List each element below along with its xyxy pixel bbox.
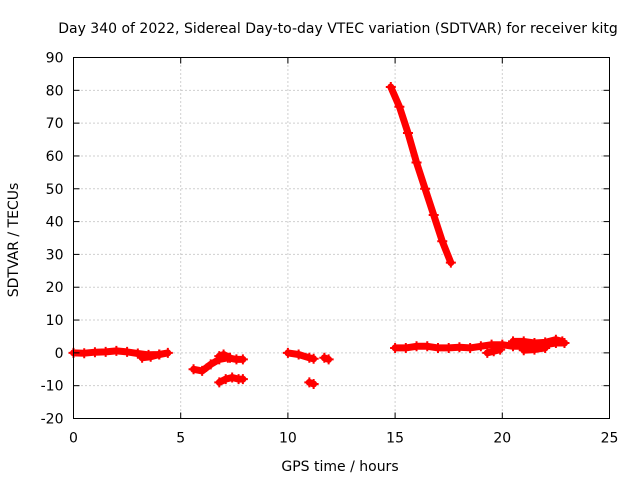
data-point xyxy=(465,342,476,353)
data-point xyxy=(422,341,433,352)
data-trace xyxy=(387,83,455,267)
y-axis-label: SDTVAR / TECUs xyxy=(6,183,22,298)
x-tick-labels: 0 5 10 15 20 25 xyxy=(69,431,618,447)
data-point xyxy=(518,336,529,347)
x-axis-label: GPS time / hours xyxy=(281,459,398,475)
y-tick-label: 90 xyxy=(46,51,64,67)
x-tick-label: 25 xyxy=(601,431,619,447)
data-point xyxy=(550,334,561,345)
data-point xyxy=(145,351,156,362)
data-point xyxy=(293,349,304,360)
data-point xyxy=(220,374,231,385)
data-point xyxy=(411,341,422,352)
data-point xyxy=(162,347,173,358)
data-point xyxy=(529,344,540,355)
y-tick-label: 20 xyxy=(46,280,64,296)
grid-lines xyxy=(73,57,610,419)
y-tick-label: 80 xyxy=(46,83,64,99)
data-point xyxy=(482,347,493,358)
data-point xyxy=(437,236,448,247)
data-point xyxy=(411,157,422,168)
data-point xyxy=(557,336,568,347)
x-tick-label: 0 xyxy=(69,431,78,447)
data-point xyxy=(540,342,551,353)
data-point xyxy=(508,336,519,347)
data-point xyxy=(402,127,413,138)
data-point xyxy=(122,346,133,357)
plot-frame xyxy=(73,57,610,419)
data-point xyxy=(137,352,148,363)
data-point xyxy=(428,210,439,221)
x-tick-label: 15 xyxy=(386,431,404,447)
data-point xyxy=(495,344,506,355)
data-point xyxy=(308,379,319,390)
data-point xyxy=(111,345,122,356)
data-point xyxy=(390,342,401,353)
data-point xyxy=(394,101,405,112)
chart-title: Day 340 of 2022, Sidereal Day-to-day VTE… xyxy=(58,21,618,37)
y-tick-label: 50 xyxy=(46,182,64,198)
data-point xyxy=(518,345,529,356)
x-tick-label: 10 xyxy=(279,431,297,447)
data-point xyxy=(154,349,165,360)
data-point xyxy=(100,346,111,357)
data-point xyxy=(445,257,456,268)
y-tick-labels: -20 -10 0 10 20 30 40 50 60 70 80 90 xyxy=(41,51,64,428)
data-point xyxy=(225,352,236,363)
data-point xyxy=(486,339,497,350)
data-point xyxy=(475,341,486,352)
data-point xyxy=(308,353,319,364)
y-tick-label: 40 xyxy=(46,215,64,231)
data-point xyxy=(205,359,216,370)
data-point xyxy=(214,377,225,388)
data-point xyxy=(188,364,199,375)
y-tick-label: -20 xyxy=(41,412,64,428)
data-point xyxy=(237,354,248,365)
data-series xyxy=(68,82,570,390)
data-point xyxy=(197,365,208,376)
data-point xyxy=(323,354,334,365)
data-point xyxy=(385,82,396,93)
data-point xyxy=(443,342,454,353)
data-point xyxy=(282,347,293,358)
data-point xyxy=(400,342,411,353)
y-tick-label: 30 xyxy=(46,247,64,263)
x-tick-label: 20 xyxy=(493,431,511,447)
data-point xyxy=(432,342,443,353)
data-point xyxy=(454,342,465,353)
x-tick-label: 5 xyxy=(176,431,185,447)
data-point xyxy=(89,347,100,358)
axis-ticks xyxy=(73,57,610,419)
y-tick-label: -10 xyxy=(41,379,64,395)
data-point xyxy=(218,349,229,360)
data-point xyxy=(227,372,238,383)
data-point xyxy=(420,183,431,194)
data-point xyxy=(79,348,90,359)
y-tick-label: 10 xyxy=(46,313,64,329)
y-tick-label: 0 xyxy=(55,346,64,362)
data-point xyxy=(488,346,499,357)
y-tick-label: 60 xyxy=(46,149,64,165)
data-point xyxy=(237,374,248,385)
y-tick-label: 70 xyxy=(46,116,64,132)
